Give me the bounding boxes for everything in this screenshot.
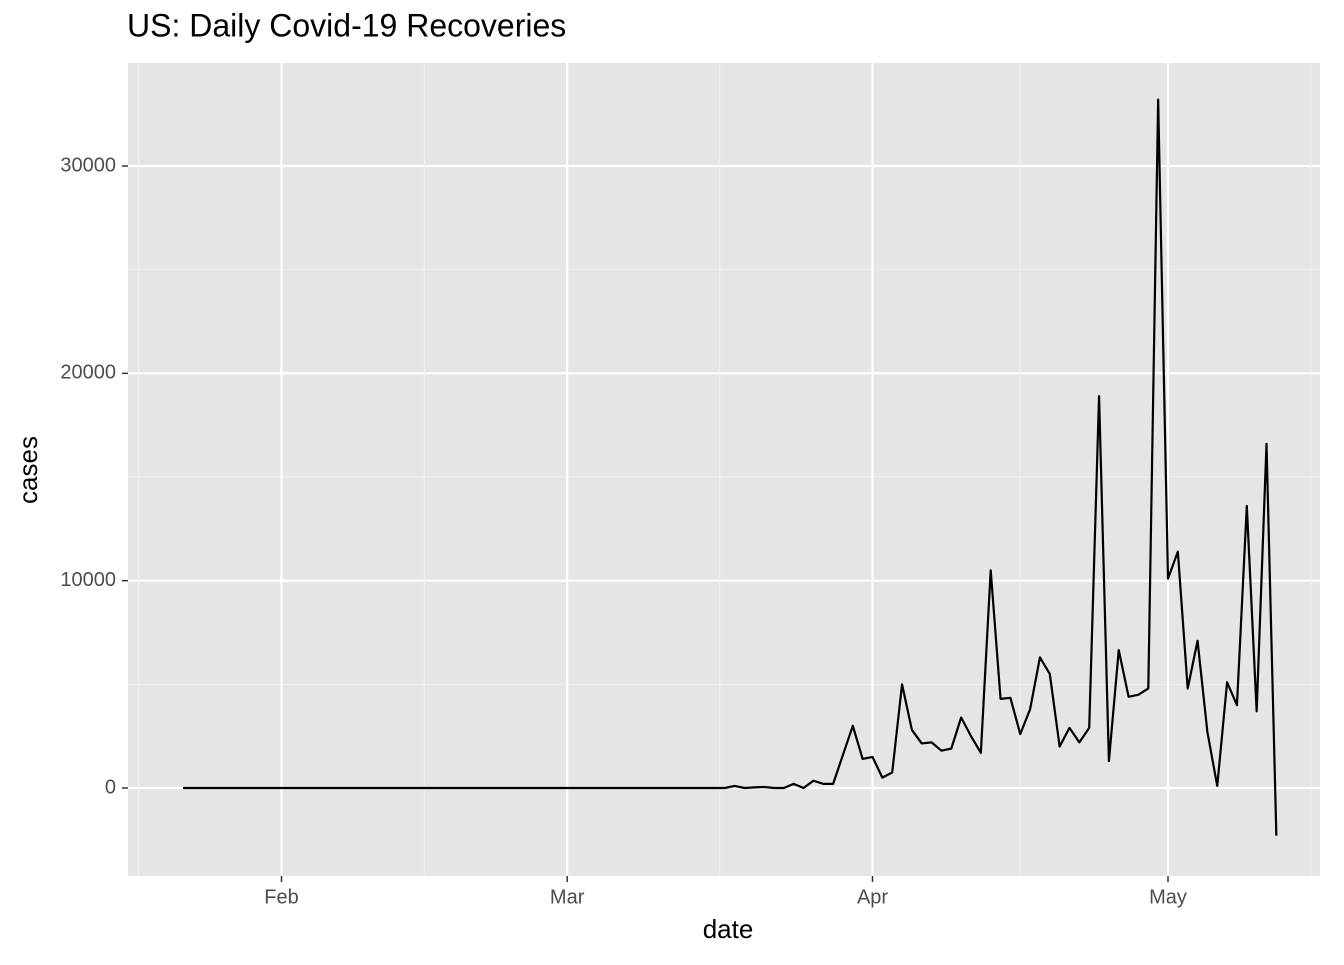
line — [183, 98, 1278, 836]
chart-title: US: Daily Covid-19 Recoveries — [127, 7, 566, 43]
x-axis-label: date — [703, 914, 754, 944]
y-tick-label: 0 — [105, 776, 116, 798]
y-tick-label: 30000 — [60, 154, 116, 176]
panel — [128, 63, 1320, 876]
x-tick-label: Mar — [550, 886, 585, 908]
x-tick-label: Apr — [857, 886, 888, 908]
y-tick-label: 10000 — [60, 569, 116, 591]
x-tick-label: May — [1149, 886, 1187, 908]
x-tick-label: Feb — [264, 886, 298, 908]
y-tick-label: 20000 — [60, 362, 116, 384]
y-axis-label: cases — [13, 436, 43, 504]
